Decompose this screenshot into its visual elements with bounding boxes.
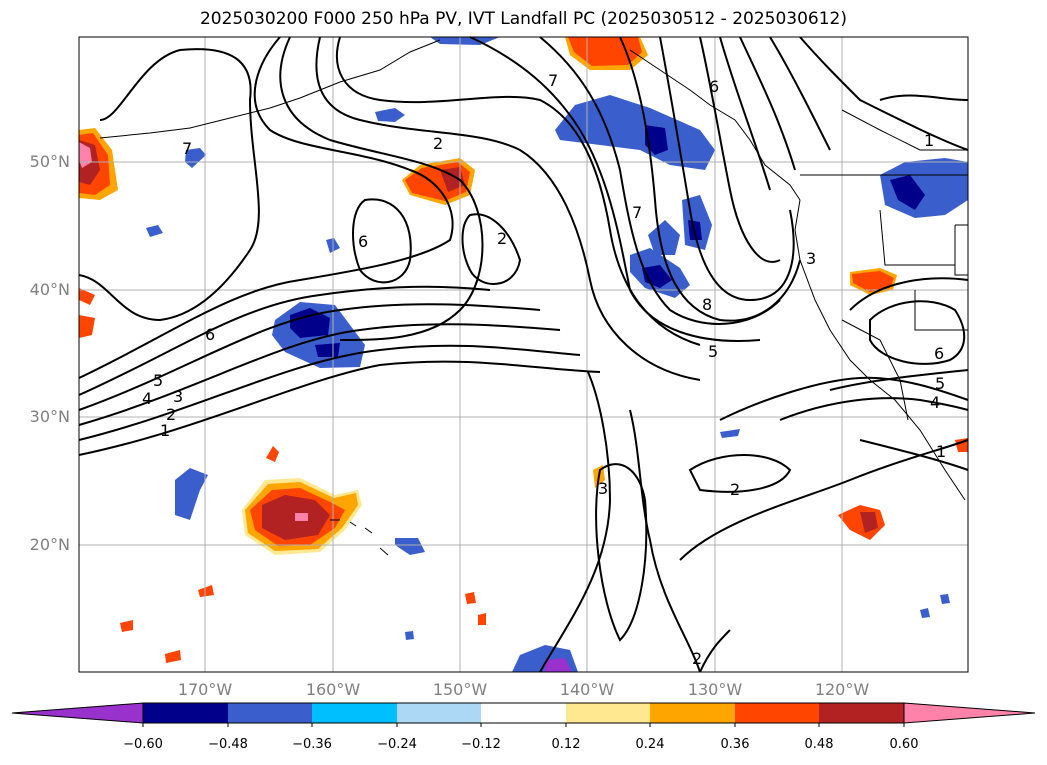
lon-label: 120°W xyxy=(814,680,870,699)
contour-label: 8 xyxy=(702,295,712,314)
contour-label: 7 xyxy=(182,139,192,158)
colorbar-swatch xyxy=(143,703,228,723)
colorbar-tick-label: 0.60 xyxy=(889,737,919,752)
contour-label: 2 xyxy=(692,649,702,668)
contour-label: 5 xyxy=(153,371,163,390)
colorbar-tick-label: −0.24 xyxy=(377,737,417,752)
contour-label: 2 xyxy=(433,134,443,153)
contour-label: 6 xyxy=(934,344,944,363)
colorbar-swatch xyxy=(228,703,312,723)
lat-label: 30°N xyxy=(29,407,70,426)
colorbar-swatch xyxy=(650,703,735,723)
colorbar-tick-label: −0.48 xyxy=(208,737,248,752)
contour-label: 6 xyxy=(709,77,719,96)
graticule xyxy=(79,37,968,672)
contour-label: 2 xyxy=(497,229,507,248)
colorbar-tick-label: −0.12 xyxy=(461,737,501,752)
colorbar-swatch xyxy=(819,703,904,723)
colorbar-tick-label: 0.24 xyxy=(635,737,665,752)
colorbar-extend-high xyxy=(903,702,1036,724)
lat-label: 20°N xyxy=(29,535,70,554)
plot-frame xyxy=(78,36,969,673)
contour-label: 1 xyxy=(936,442,946,461)
contour-label: 1 xyxy=(160,421,170,440)
contour-label-group: 1 2 3 4 5 6 7 2 6 7 6 2 7 8 5 3 1 6 5 4 … xyxy=(142,71,946,668)
contour-label: 4 xyxy=(142,389,152,408)
lon-label: 160°W xyxy=(305,680,361,699)
colorbar-swatch xyxy=(566,703,650,723)
colorbar-tick-label: −0.36 xyxy=(292,737,332,752)
colorbar-swatch xyxy=(312,703,397,723)
lon-label: 130°W xyxy=(687,680,743,699)
colorbar-swatch xyxy=(397,703,481,723)
contour-label: 5 xyxy=(935,374,945,393)
colorbar xyxy=(11,702,1036,727)
contour-label: 3 xyxy=(173,387,183,406)
contour-label: 7 xyxy=(548,71,558,90)
lat-label: 50°N xyxy=(29,152,70,171)
colorbar-swatch xyxy=(481,703,566,723)
lon-label: 150°W xyxy=(432,680,488,699)
contour-label: 2 xyxy=(730,480,740,499)
pv-contours xyxy=(78,36,969,673)
lat-label: 40°N xyxy=(29,280,70,299)
colorbar-swatch xyxy=(735,703,819,723)
contour-label: 1 xyxy=(924,131,934,150)
lon-label: 140°W xyxy=(559,680,615,699)
contour-label: 6 xyxy=(358,232,368,251)
contour-label: 7 xyxy=(632,203,642,222)
lon-label: 170°W xyxy=(177,680,233,699)
shading-layer xyxy=(79,37,968,672)
coastline xyxy=(99,39,968,556)
colorbar-extend-low xyxy=(11,702,144,724)
colorbar-tick-label: 0.36 xyxy=(720,737,750,752)
contour-label: 3 xyxy=(806,249,816,268)
contour-label: 4 xyxy=(930,393,940,412)
map-title: 2025030200 F000 250 hPa PV, IVT Landfall… xyxy=(199,9,847,29)
colorbar-tick-label: 0.48 xyxy=(804,737,834,752)
colorbar-tick-label: −0.60 xyxy=(123,737,163,752)
contour-label: 6 xyxy=(205,325,215,344)
contour-label: 5 xyxy=(708,342,718,361)
contour-label: 3 xyxy=(598,479,608,498)
contour-label: 2 xyxy=(166,405,176,424)
colorbar-tick-label: 0.12 xyxy=(551,737,581,752)
